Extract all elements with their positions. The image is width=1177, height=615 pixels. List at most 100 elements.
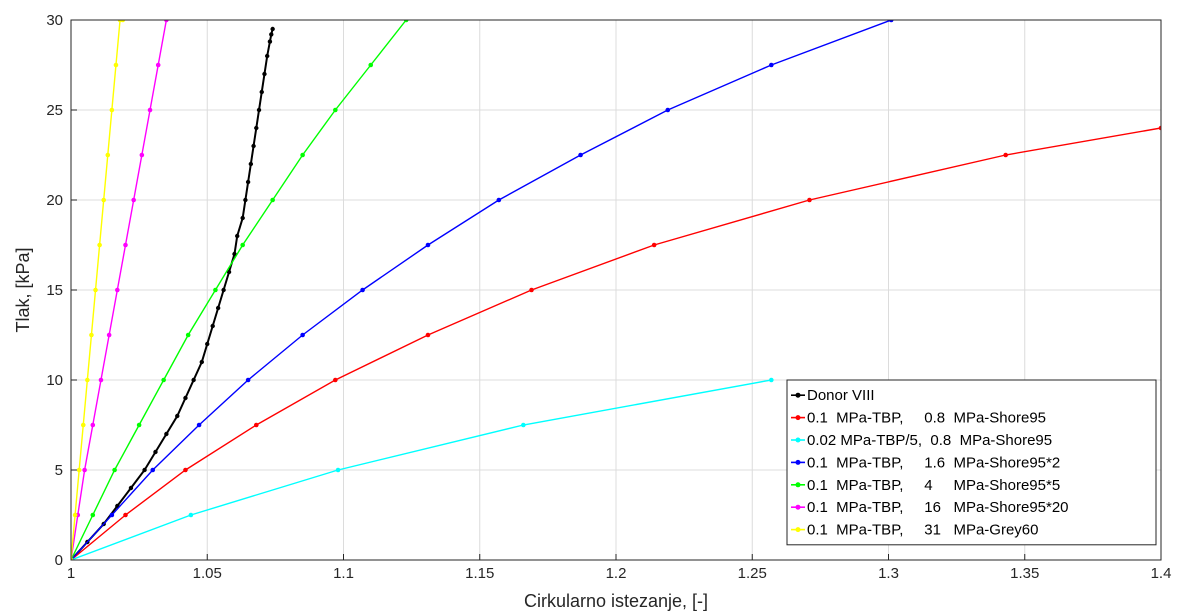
data-point	[248, 161, 254, 167]
data-point	[215, 305, 221, 311]
data-point	[221, 287, 226, 293]
data-point	[191, 377, 196, 383]
data-point	[123, 242, 128, 248]
data-point	[270, 26, 275, 32]
data-point	[1158, 125, 1161, 131]
data-point	[101, 197, 106, 203]
data-point	[256, 107, 262, 113]
data-point	[235, 233, 240, 239]
data-point	[300, 152, 305, 158]
axis-ticks: 1 1.05 1.1 1.15 1.2 1.25 1.3 1.35 1.4 0 5 10 15 20 25 3…	[46, 12, 1171, 582]
data-point	[245, 179, 251, 185]
data-point	[243, 197, 248, 203]
data-point	[188, 512, 194, 518]
legend-marker	[795, 527, 801, 533]
legend-label: 0.1 MPa-TBP, 0.8 MPa-Shore95	[807, 410, 1046, 427]
series-4	[71, 20, 409, 560]
data-point	[80, 422, 86, 428]
y-axis-label: Tlak, [kPa]	[13, 247, 33, 332]
data-point	[115, 287, 120, 293]
series-line	[71, 20, 123, 560]
data-point	[105, 152, 111, 158]
legend-label: 0.02 MPa-TBP/5, 0.8 MPa-Shore95	[807, 432, 1052, 449]
series-line	[71, 28, 274, 560]
data-point	[259, 89, 264, 95]
legend-label: Donor VIII	[807, 387, 875, 404]
data-point	[335, 467, 341, 473]
data-point	[97, 242, 102, 248]
data-point	[1003, 152, 1008, 158]
x-tick-label: 1.25	[738, 565, 767, 582]
data-point	[85, 377, 90, 383]
data-point	[425, 242, 431, 248]
data-point	[262, 71, 267, 77]
data-point	[112, 467, 117, 473]
data-point	[205, 341, 210, 347]
x-tick-label: 1.35	[1010, 565, 1039, 582]
data-point	[185, 332, 191, 338]
data-point	[251, 143, 256, 149]
data-point	[175, 413, 180, 419]
data-point	[72, 512, 78, 518]
data-point	[183, 467, 188, 473]
legend-marker	[795, 415, 801, 421]
legend-label: 0.1 MPa-TBP, 16 MPa-Shore95*20	[807, 499, 1069, 516]
data-point	[90, 512, 96, 518]
x-tick-label: 1.4	[1151, 565, 1172, 582]
data-point	[529, 287, 534, 293]
data-point	[245, 377, 251, 383]
data-point	[333, 377, 338, 383]
data-point	[403, 20, 409, 23]
data-point	[807, 197, 812, 203]
data-point	[131, 197, 136, 203]
y-tick-label: 0	[55, 552, 63, 569]
data-point	[226, 269, 232, 275]
data-point	[155, 62, 161, 68]
data-point	[265, 53, 270, 59]
series-2	[71, 377, 774, 560]
data-point	[147, 107, 153, 113]
data-point	[300, 332, 305, 338]
data-point	[109, 107, 115, 113]
data-point	[578, 152, 583, 158]
data-point	[888, 20, 894, 23]
y-tick-label: 30	[46, 12, 63, 29]
data-point	[333, 107, 338, 113]
data-point	[496, 197, 502, 203]
data-point	[76, 467, 82, 473]
legend-label: 0.1 MPa-TBP, 31 MPa-Grey60	[807, 522, 1038, 539]
data-point	[769, 62, 774, 68]
y-tick-label: 5	[55, 462, 63, 479]
data-point	[164, 20, 169, 23]
x-axis-label: Cirkularno istezanje, [-]	[524, 591, 708, 611]
x-tick-label: 1	[67, 565, 75, 582]
data-point	[120, 20, 126, 23]
data-point	[368, 62, 374, 68]
data-point	[270, 197, 275, 203]
data-point	[665, 107, 671, 113]
series-6	[71, 20, 126, 560]
y-tick-label: 10	[46, 372, 63, 389]
x-tick-label: 1.1	[333, 565, 354, 582]
data-point	[82, 467, 87, 473]
series-0	[71, 26, 275, 560]
data-point	[267, 39, 273, 44]
y-tick-label: 25	[46, 102, 63, 119]
data-point	[232, 251, 237, 257]
data-point	[136, 422, 142, 428]
legend-marker	[795, 482, 801, 488]
data-point	[113, 62, 119, 68]
legend-marker	[795, 437, 801, 443]
data-point	[240, 215, 245, 221]
data-point	[98, 377, 104, 383]
data-point	[210, 323, 215, 329]
x-tick-label: 1.2	[606, 565, 627, 582]
legend-box	[786, 379, 1157, 546]
legend-marker	[795, 459, 801, 465]
data-point	[71, 557, 74, 560]
data-point	[150, 467, 156, 473]
data-point	[142, 467, 147, 473]
data-point	[106, 332, 112, 338]
data-point	[90, 422, 96, 428]
data-point	[269, 32, 274, 37]
